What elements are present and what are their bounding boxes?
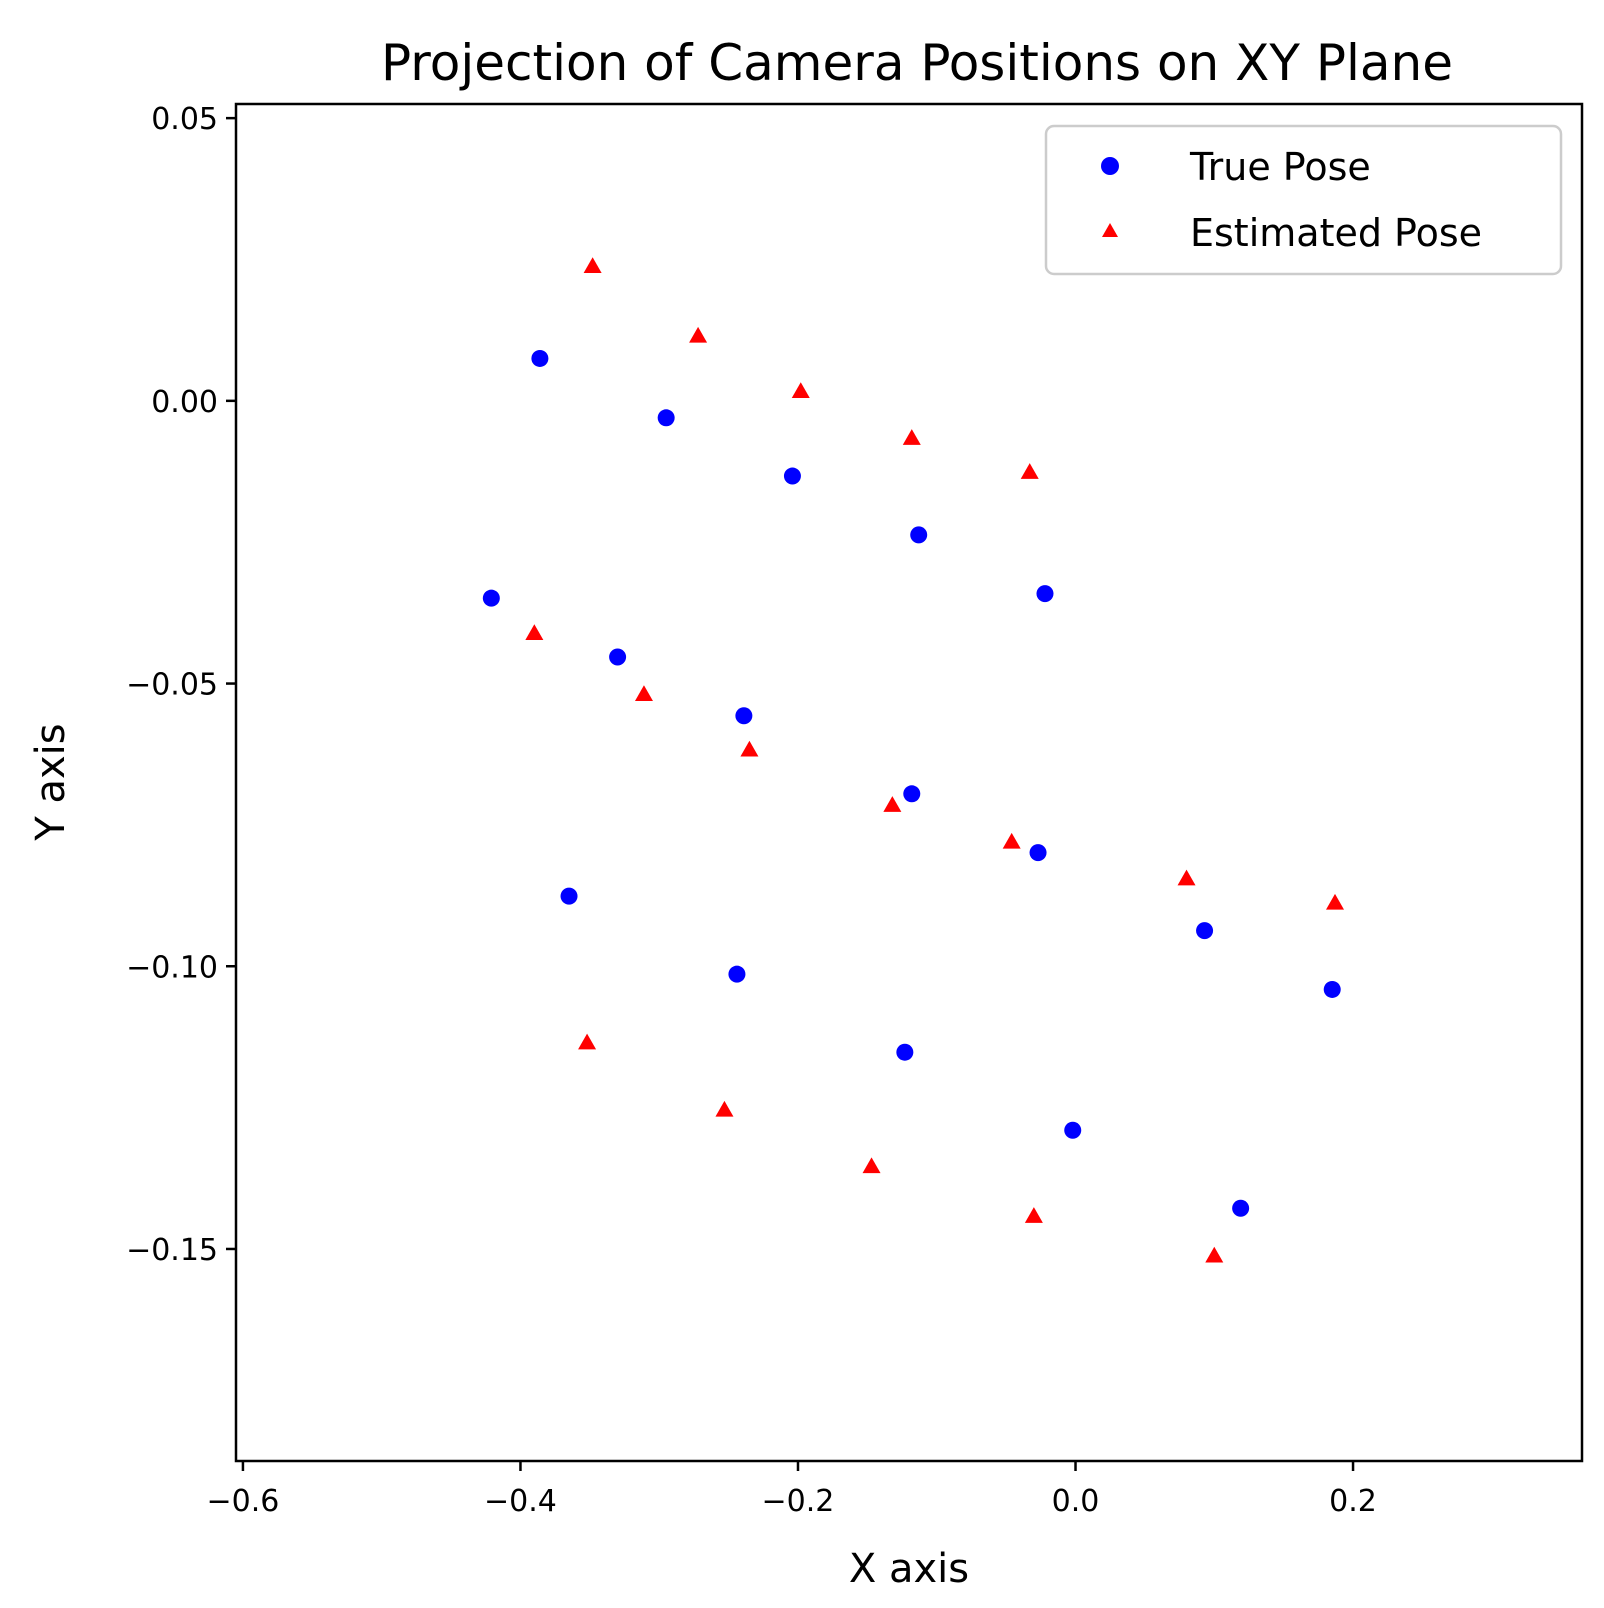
data-point-estimated-pose xyxy=(715,1100,734,1117)
data-point-true-pose xyxy=(1036,585,1054,603)
series-estimated-pose xyxy=(525,257,1345,1263)
data-point-true-pose xyxy=(560,887,578,905)
data-point-true-pose xyxy=(1064,1121,1082,1139)
data-point-true-pose xyxy=(903,785,921,803)
x-tick-label: 0.2 xyxy=(1329,1484,1377,1519)
x-axis-ticks: −0.6 −0.4 −0.2 0.0 0.2 xyxy=(207,1461,1377,1519)
x-tick-label: −0.2 xyxy=(762,1484,835,1519)
chart-title: Projection of Camera Positions on XY Pla… xyxy=(381,34,1453,92)
legend-marker-estimated-pose xyxy=(1102,223,1118,237)
legend-marker-true-pose xyxy=(1101,157,1119,175)
y-axis-ticks: 0.05 0.00 −0.05 −0.10 −0.15 xyxy=(126,102,236,1268)
y-tick-label: 0.00 xyxy=(151,385,218,420)
y-tick-label: −0.15 xyxy=(126,1233,218,1268)
data-point-true-pose xyxy=(896,1043,914,1061)
data-point-estimated-pose xyxy=(791,382,810,398)
data-point-true-pose xyxy=(728,965,746,983)
data-point-true-pose xyxy=(1196,922,1214,940)
data-point-true-pose xyxy=(657,409,675,427)
data-point-estimated-pose xyxy=(578,1033,597,1050)
data-point-estimated-pose xyxy=(1177,869,1196,886)
series-true-pose xyxy=(482,349,1341,1217)
plot-area: −0.6 −0.4 −0.2 0.0 0.2 0.05 0.00 −0.05 −0.10 −0.… xyxy=(126,102,1584,1519)
data-point-estimated-pose xyxy=(689,326,708,343)
data-point-estimated-pose xyxy=(1020,463,1039,479)
x-tick-label: −0.4 xyxy=(484,1484,557,1519)
x-tick-label: 0.0 xyxy=(1052,1484,1100,1519)
data-point-estimated-pose xyxy=(1024,1207,1043,1223)
data-point-true-pose xyxy=(1232,1199,1250,1217)
data-point-true-pose xyxy=(482,589,500,607)
data-point-estimated-pose xyxy=(525,624,544,640)
y-tick-label: 0.05 xyxy=(151,102,218,137)
data-point-estimated-pose xyxy=(740,740,759,757)
legend-box xyxy=(1044,124,1563,276)
data-point-true-pose xyxy=(531,349,549,367)
x-tick-label: −0.6 xyxy=(207,1484,280,1519)
data-point-true-pose xyxy=(910,526,928,544)
data-point-estimated-pose xyxy=(883,796,902,812)
y-axis-label: Y axis xyxy=(28,723,74,841)
data-point-estimated-pose xyxy=(1205,1246,1224,1263)
x-axis-label: X axis xyxy=(849,1546,969,1592)
data-point-estimated-pose xyxy=(1002,832,1021,849)
data-point-estimated-pose xyxy=(1326,893,1345,910)
y-tick-label: −0.05 xyxy=(126,668,218,703)
data-point-true-pose xyxy=(1029,844,1047,862)
data-point-true-pose xyxy=(609,648,627,666)
series-layer xyxy=(482,257,1345,1263)
data-point-true-pose xyxy=(735,707,753,725)
data-point-estimated-pose xyxy=(634,685,653,702)
legend-label-true-pose: True Pose xyxy=(1189,145,1371,189)
legend: True Pose Estimated Pose xyxy=(1044,124,1563,276)
data-point-true-pose xyxy=(1323,980,1341,998)
data-point-estimated-pose xyxy=(862,1157,881,1174)
data-point-estimated-pose xyxy=(902,429,921,445)
data-point-true-pose xyxy=(783,467,801,485)
y-tick-label: −0.10 xyxy=(126,950,218,985)
data-point-estimated-pose xyxy=(583,257,602,274)
legend-label-estimated-pose: Estimated Pose xyxy=(1190,211,1482,255)
plot-frame xyxy=(234,102,1584,1463)
